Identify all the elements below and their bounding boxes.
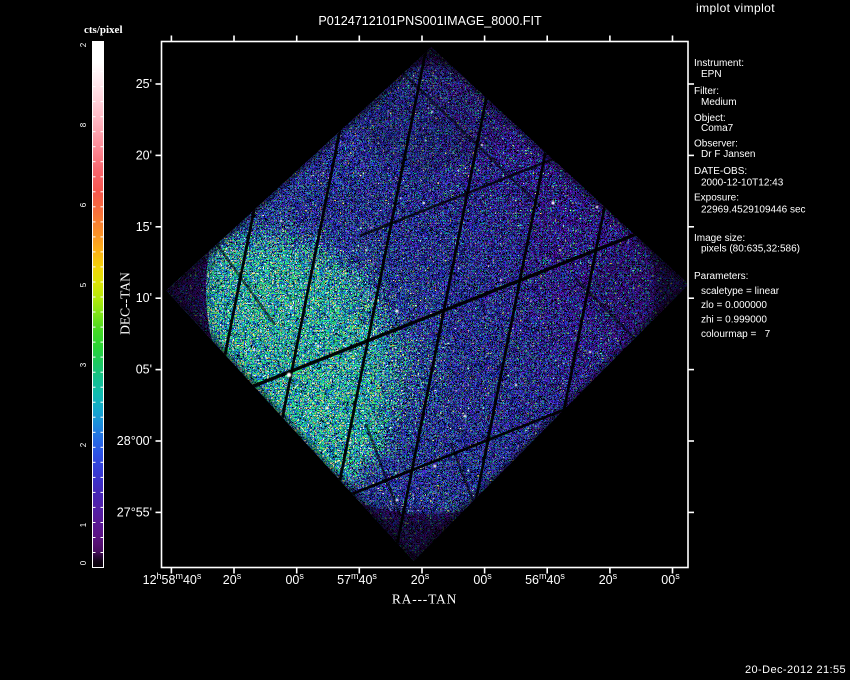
svg-text:cts/pixel: cts/pixel [84,24,123,36]
svg-text:10': 10' [136,291,152,305]
svg-text:1: 1 [79,522,88,527]
svg-text:Filter:: Filter: [694,86,719,97]
svg-text:8: 8 [79,122,88,127]
svg-text:Instrument:: Instrument: [694,58,744,69]
svg-text:3: 3 [79,362,88,367]
svg-text:15': 15' [136,220,152,234]
svg-text:Parameters:: Parameters: [694,271,748,282]
svg-text:DEC--TAN: DEC--TAN [118,272,133,335]
svg-text:12h58m40s: 12h58m40s [143,571,202,587]
svg-text:DATE-OBS:: DATE-OBS: [694,166,747,177]
svg-text:2000-12-10T12:43: 2000-12-10T12:43 [701,178,784,189]
svg-text:RA---TAN: RA---TAN [392,592,457,607]
svg-text:2: 2 [79,42,88,47]
svg-text:05': 05' [136,363,152,377]
svg-text:20': 20' [136,148,152,162]
svg-text:pixels (80:635,32:586): pixels (80:635,32:586) [701,244,800,255]
svg-text:P0124712101PNS001IMAGE_8000.FI: P0124712101PNS001IMAGE_8000.FIT [318,14,542,28]
svg-text:zlo = 0.000000: zlo = 0.000000 [701,300,767,311]
svg-text:colourmap = 7: colourmap = 7 [701,329,771,340]
svg-text:20-Dec-2012 21:55: 20-Dec-2012 21:55 [745,664,846,676]
svg-text:Exposure:: Exposure: [694,193,739,204]
svg-text:25': 25' [136,77,152,91]
svg-text:zhi = 0.999000: zhi = 0.999000 [701,314,767,325]
svg-text:implot vimplot: implot vimplot [696,1,775,15]
svg-text:0: 0 [79,560,88,565]
svg-text:56m40s: 56m40s [525,571,565,587]
svg-text:scaletype = linear: scaletype = linear [701,286,780,297]
svg-text:Object:: Object: [694,113,726,124]
svg-text:Dr F Jansen: Dr F Jansen [701,149,755,160]
svg-text:28°00': 28°00' [117,434,152,448]
svg-text:27°55': 27°55' [117,505,152,519]
svg-text:2: 2 [79,442,88,447]
svg-text:EPN: EPN [701,69,722,80]
svg-text:22969.4529109446 sec: 22969.4529109446 sec [701,205,806,216]
svg-text:57m40s: 57m40s [337,571,377,587]
svg-text:Image size:: Image size: [694,233,745,244]
svg-text:5: 5 [79,282,88,287]
svg-text:Coma7: Coma7 [701,123,734,134]
svg-text:Medium: Medium [701,97,737,108]
svg-text:Observer:: Observer: [694,139,738,150]
svg-text:6: 6 [79,202,88,207]
